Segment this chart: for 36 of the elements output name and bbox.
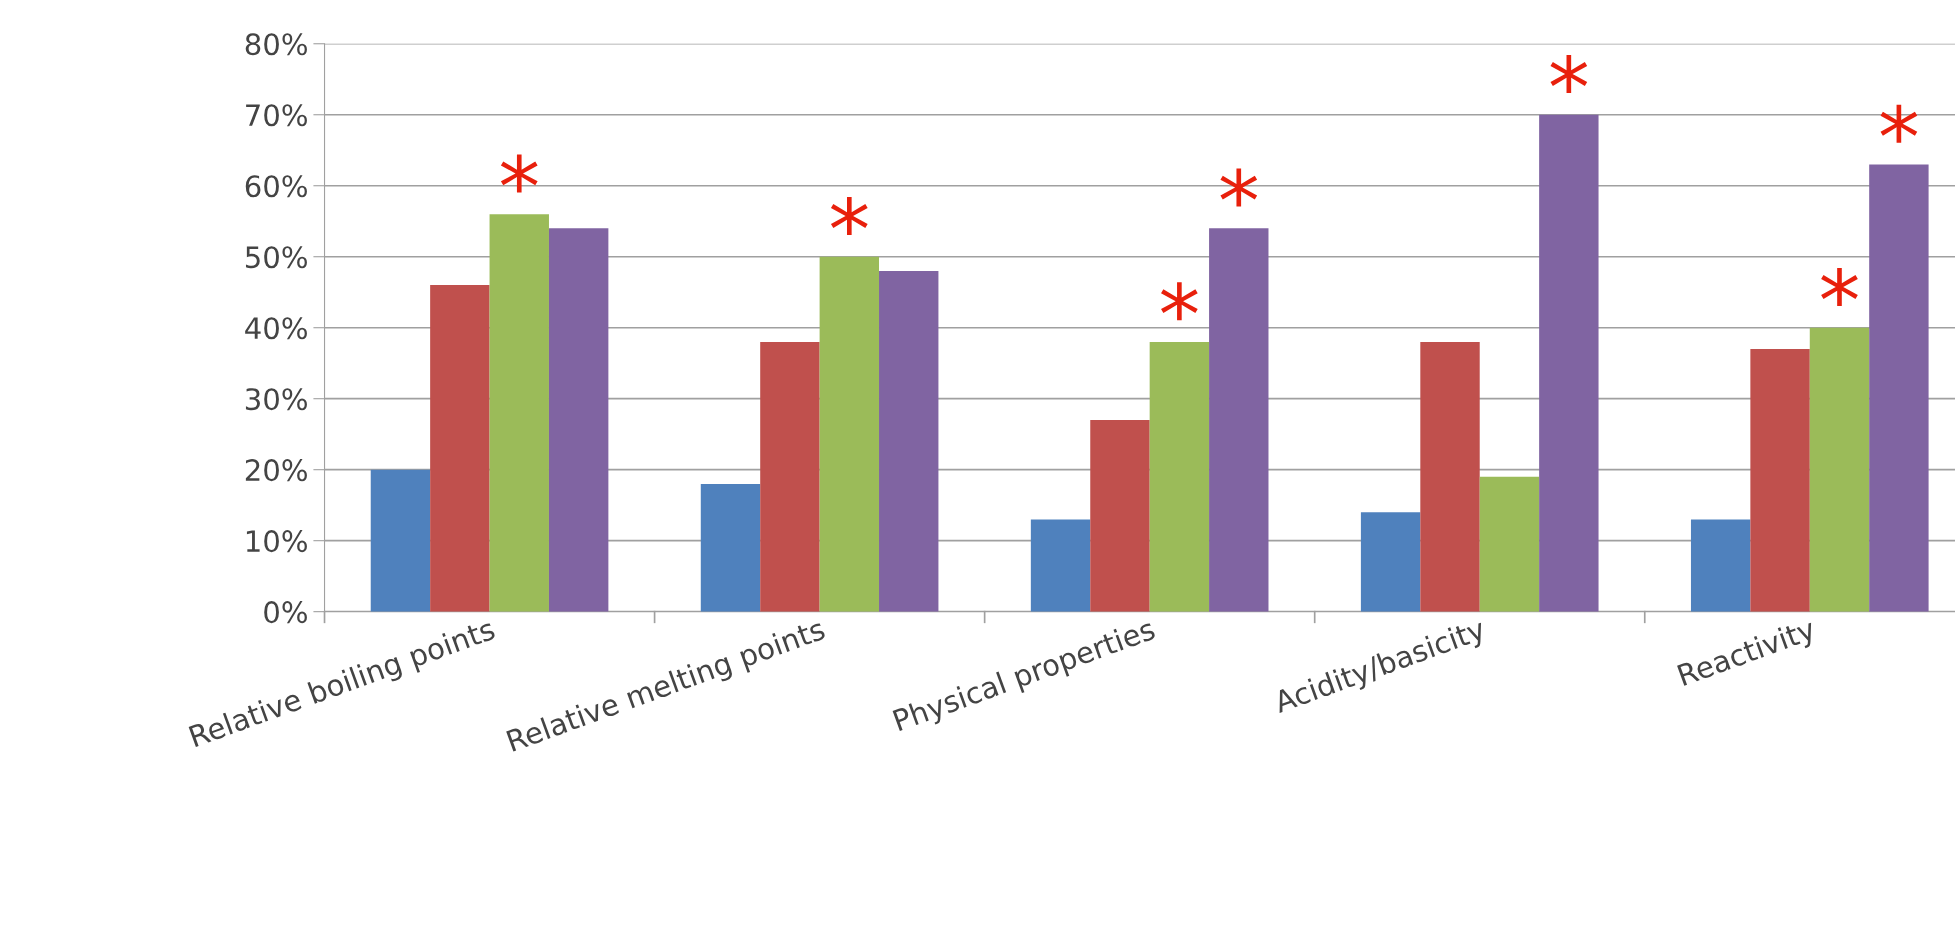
- bar: [430, 285, 490, 612]
- bar: [1809, 327, 1870, 612]
- bar: [1090, 420, 1150, 612]
- data-label: *: [830, 196, 868, 235]
- data-label: *: [1161, 282, 1198, 321]
- bar: [700, 483, 761, 612]
- bar: [1750, 349, 1810, 612]
- y-tick-label: 10%: [246, 530, 307, 553]
- y-tick-label: 20%: [245, 459, 307, 482]
- bar: [1539, 114, 1599, 612]
- bar: [879, 270, 939, 612]
- y-tick-label: 40%: [245, 317, 307, 340]
- y-tick-label: 50%: [245, 246, 307, 269]
- bar: [1209, 228, 1269, 612]
- data-label: *: [1821, 267, 1858, 306]
- bar: [1479, 476, 1540, 612]
- bar: [548, 228, 609, 612]
- bar: [1690, 519, 1751, 612]
- y-tick-label: 60%: [245, 175, 307, 198]
- y-tick-label: 30%: [245, 388, 307, 411]
- data-label: *: [500, 154, 538, 193]
- data-label: *: [1880, 104, 1918, 143]
- bar: [1149, 341, 1210, 612]
- bar: [1360, 512, 1421, 612]
- y-tick-label: 0%: [264, 601, 307, 624]
- bar: [1420, 341, 1480, 612]
- bar: [1030, 519, 1091, 612]
- y-tick-label: 70%: [246, 104, 307, 127]
- bar: [760, 341, 820, 612]
- bar: [489, 214, 549, 612]
- bar: [370, 469, 431, 612]
- bar: [1869, 164, 1929, 612]
- y-tick-label: 80%: [245, 33, 307, 56]
- data-label: *: [1550, 55, 1588, 94]
- data-label: *: [1220, 168, 1258, 207]
- bar: [819, 256, 880, 612]
